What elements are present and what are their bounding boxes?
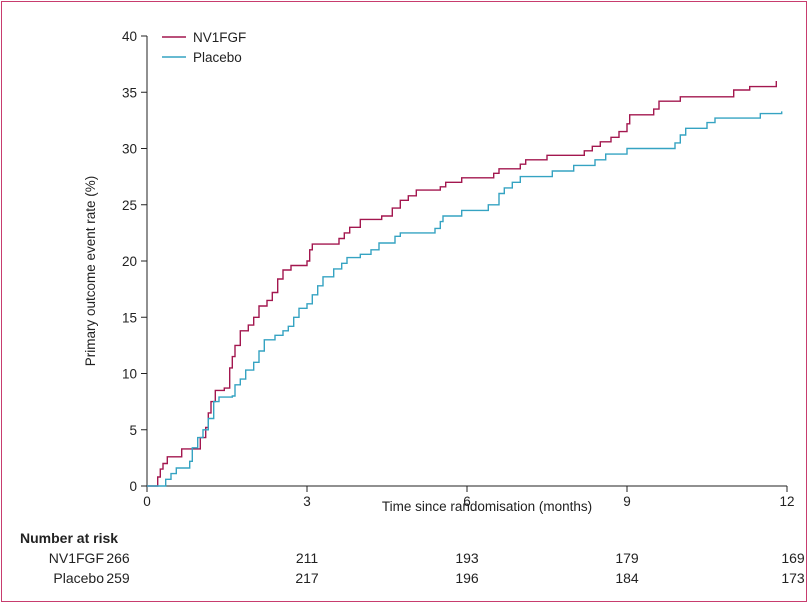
risk-value: 217	[295, 570, 319, 586]
y-tick-label: 15	[122, 310, 137, 325]
y-tick-label: 20	[122, 254, 137, 269]
y-tick-label: 35	[122, 85, 137, 100]
axes: 0 5 10 15 20 25 30 35 40 0 3 6 9 12	[122, 29, 795, 509]
x-tick-label: 9	[623, 494, 631, 509]
risk-value: 259	[106, 570, 130, 586]
risk-value: 196	[455, 570, 479, 586]
legend: NV1FGF Placebo	[162, 30, 246, 65]
risk-value: 193	[455, 550, 479, 566]
risk-value: 169	[781, 550, 805, 566]
risk-value: 184	[615, 570, 639, 586]
x-tick-label: 12	[779, 494, 794, 509]
risk-value: 266	[106, 550, 130, 566]
risk-table-title: Number at risk	[20, 530, 119, 546]
y-tick-label: 30	[122, 142, 137, 157]
risk-row-nv1fgf: NV1FGF 266 211 193 179 169	[0, 550, 810, 570]
x-tick-label: 0	[143, 494, 151, 509]
risk-value: 179	[615, 550, 639, 566]
risk-value: 173	[781, 570, 805, 586]
legend-label: Placebo	[193, 50, 242, 65]
y-tick-label: 10	[122, 367, 137, 382]
risk-row-placebo: Placebo 259 217 196 184 173	[0, 570, 810, 590]
y-tick-label: 0	[129, 479, 137, 494]
x-axis-title: Time since randomisation (months)	[382, 499, 592, 514]
x-tick-label: 6	[463, 494, 471, 509]
survival-curves	[147, 81, 783, 487]
y-tick-label: 25	[122, 198, 137, 213]
y-tick-label: 40	[122, 29, 137, 44]
legend-label: NV1FGF	[193, 30, 246, 45]
series-line-nv1fgf	[147, 81, 777, 487]
risk-row-label: Placebo	[53, 570, 104, 586]
risk-row-label: NV1FGF	[48, 550, 104, 566]
series-line-placebo	[147, 111, 783, 487]
y-axis-title: Primary outcome event rate (%)	[83, 176, 98, 367]
y-tick-label: 5	[129, 423, 137, 438]
risk-value: 211	[295, 550, 319, 566]
x-tick-label: 3	[303, 494, 311, 509]
km-chart: 0 5 10 15 20 25 30 35 40 0 3 6 9 12 NV1FGF Placebo Tim…	[83, 29, 795, 514]
